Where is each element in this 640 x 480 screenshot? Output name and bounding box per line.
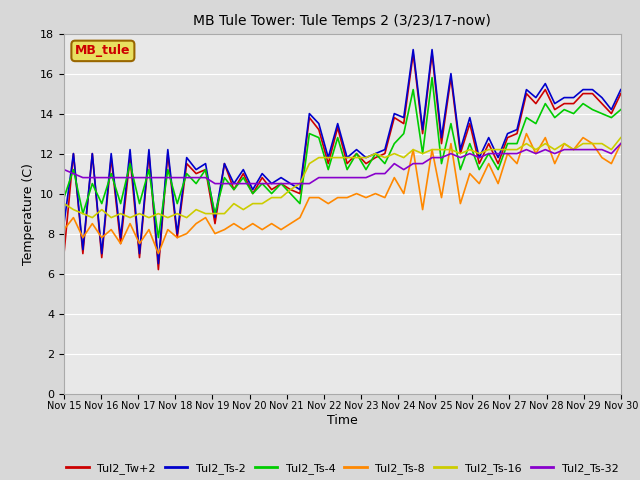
Legend: Tul2_Tw+2, Tul2_Ts-2, Tul2_Ts-4, Tul2_Ts-8, Tul2_Ts-16, Tul2_Ts-32: Tul2_Tw+2, Tul2_Ts-2, Tul2_Ts-4, Tul2_Ts… [62, 458, 623, 478]
Title: MB Tule Tower: Tule Temps 2 (3/23/17-now): MB Tule Tower: Tule Temps 2 (3/23/17-now… [193, 14, 492, 28]
Text: MB_tule: MB_tule [75, 44, 131, 58]
Y-axis label: Temperature (C): Temperature (C) [22, 163, 35, 264]
X-axis label: Time: Time [327, 414, 358, 427]
